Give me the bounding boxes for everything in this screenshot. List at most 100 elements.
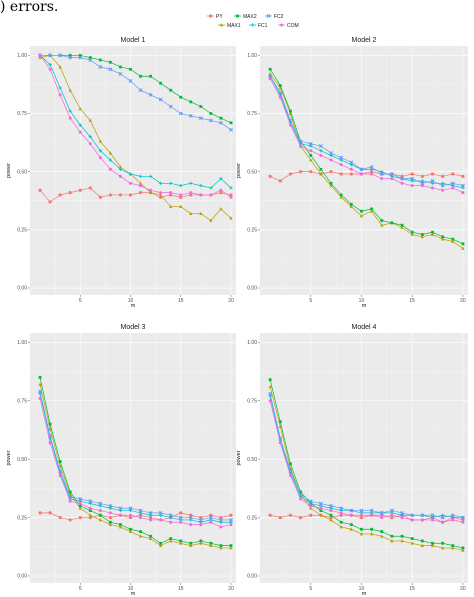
series-max2 bbox=[268, 378, 465, 550]
data-point-com bbox=[68, 499, 72, 503]
data-point-com bbox=[309, 504, 313, 508]
data-point-py bbox=[159, 195, 163, 199]
data-point-fc1 bbox=[159, 181, 163, 185]
data-point-max1 bbox=[410, 541, 414, 545]
data-point-max2 bbox=[390, 534, 394, 538]
series-com bbox=[38, 53, 233, 199]
data-point-com bbox=[189, 522, 193, 527]
data-point-py bbox=[441, 174, 445, 178]
data-point-fc1 bbox=[128, 172, 133, 176]
data-point-py bbox=[108, 515, 112, 520]
data-point-legend-fc1 bbox=[250, 23, 255, 27]
data-point-max1 bbox=[68, 88, 72, 92]
legend-label-max2: MAX2 bbox=[243, 14, 257, 20]
data-point-py bbox=[128, 515, 133, 520]
data-point-py bbox=[309, 170, 313, 174]
data-point-max1 bbox=[189, 543, 193, 548]
series-fc1 bbox=[38, 53, 233, 190]
y-tick-label: 1.00 bbox=[247, 53, 257, 59]
data-point-max2 bbox=[119, 523, 122, 526]
series-line-py bbox=[270, 514, 464, 523]
data-point-com bbox=[390, 513, 394, 517]
data-point-fc2-fill bbox=[48, 434, 52, 438]
data-point-fc1 bbox=[68, 109, 72, 113]
panel-background bbox=[260, 333, 468, 583]
series-com bbox=[38, 396, 233, 529]
data-point-max2 bbox=[390, 221, 394, 225]
data-point-fc2-fill bbox=[88, 58, 92, 62]
data-point-py bbox=[451, 172, 455, 176]
data-point-max2 bbox=[268, 378, 272, 382]
data-point-fc2-fill bbox=[350, 509, 353, 512]
data-point-fc2-fill bbox=[58, 469, 62, 473]
data-point-max1 bbox=[199, 211, 203, 215]
x-tick-label: 15 bbox=[178, 586, 184, 592]
y-tick-label: 0.75 bbox=[247, 398, 257, 404]
data-point-py bbox=[179, 511, 183, 515]
data-point-fc2-fill bbox=[119, 506, 122, 510]
data-point-max2 bbox=[48, 422, 52, 426]
data-point-max1 bbox=[128, 529, 133, 533]
data-point-max1 bbox=[148, 190, 153, 195]
series-line-max1 bbox=[39, 384, 231, 549]
data-point-com bbox=[329, 158, 333, 162]
y-tick-label: 0.50 bbox=[17, 169, 27, 175]
data-point-max2 bbox=[410, 230, 414, 234]
series-line-com bbox=[39, 55, 232, 198]
data-point-fc2-fill bbox=[400, 177, 404, 180]
data-point-max2 bbox=[199, 539, 203, 543]
data-point-max1 bbox=[58, 464, 62, 468]
data-point-fc2-fill bbox=[309, 142, 313, 146]
data-point-max1 bbox=[179, 204, 183, 208]
data-point-py bbox=[298, 170, 303, 174]
data-point-py bbox=[268, 513, 272, 517]
data-point-py bbox=[38, 511, 42, 515]
data-point-max1 bbox=[339, 525, 343, 529]
data-point-com bbox=[169, 520, 173, 524]
data-point-py bbox=[329, 515, 333, 520]
data-point-com bbox=[309, 149, 313, 153]
data-point-max1 bbox=[410, 232, 414, 236]
data-point-max2 bbox=[278, 420, 282, 424]
data-point-com bbox=[179, 193, 183, 197]
data-point-fc2-fill bbox=[380, 511, 384, 515]
data-point-com bbox=[219, 188, 223, 192]
y-tick-label: 0.50 bbox=[17, 457, 27, 463]
data-point-max2 bbox=[98, 58, 102, 62]
data-point-fc2-fill bbox=[48, 54, 52, 57]
data-point-max2 bbox=[360, 527, 363, 531]
data-point-fc2-fill bbox=[339, 506, 343, 510]
data-point-com bbox=[430, 518, 435, 522]
data-point-com bbox=[268, 399, 272, 403]
data-point-py bbox=[278, 179, 282, 183]
data-point-py bbox=[268, 174, 272, 178]
data-point-fc1 bbox=[138, 174, 143, 178]
data-point-max1 bbox=[48, 426, 52, 431]
data-point-max1 bbox=[118, 165, 123, 169]
y-axis-label: power bbox=[236, 163, 242, 178]
data-point-py bbox=[189, 513, 193, 517]
chart-panels: 0.00 0.25 0.50 0.75 1.00 5 10 15 20 Model 1 m power… bbox=[6, 37, 468, 597]
data-point-fc2-fill bbox=[451, 181, 455, 185]
data-point-max1 bbox=[88, 513, 92, 517]
data-point-max2 bbox=[329, 181, 333, 185]
data-point-max1 bbox=[169, 204, 173, 208]
data-point-com bbox=[288, 123, 293, 127]
data-point-max2 bbox=[441, 541, 445, 545]
data-point-max2 bbox=[319, 509, 323, 512]
data-point-com bbox=[329, 508, 333, 513]
data-point-max1 bbox=[118, 525, 123, 529]
data-point-max1 bbox=[169, 539, 173, 543]
panel-model-2: 0.00 0.25 0.50 0.75 1.00 5 10 15 20 Model 2 m power bbox=[236, 37, 468, 309]
data-point-max2 bbox=[268, 67, 272, 71]
data-point-fc1 bbox=[118, 167, 123, 171]
data-point-max1 bbox=[380, 534, 384, 538]
data-point-fc2-fill bbox=[421, 181, 424, 185]
data-point-py bbox=[78, 188, 82, 192]
data-point-max2 bbox=[38, 375, 42, 379]
data-point-fc1 bbox=[98, 149, 102, 153]
data-point-com bbox=[58, 93, 62, 97]
data-point-fc1 bbox=[209, 186, 213, 190]
y-axis-label: power bbox=[6, 450, 12, 465]
panel-title: Model 4 bbox=[352, 324, 377, 331]
